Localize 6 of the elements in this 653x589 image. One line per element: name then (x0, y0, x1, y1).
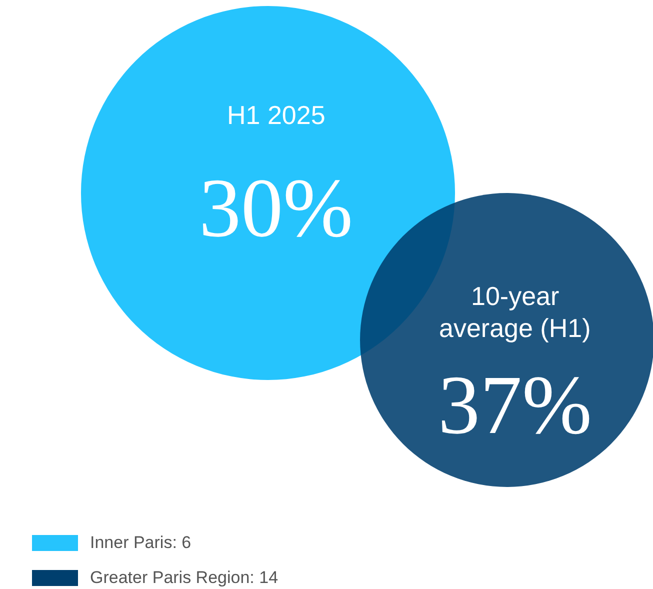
category-label: H1 2025 (227, 100, 326, 130)
data-label: 30% (199, 162, 353, 255)
text: Greater Paris Region: 14 (90, 568, 278, 588)
text: Inner Paris: 6 (90, 533, 192, 553)
category-label: 10-year average (H1) (439, 281, 591, 343)
data-label: 37% (438, 359, 592, 452)
